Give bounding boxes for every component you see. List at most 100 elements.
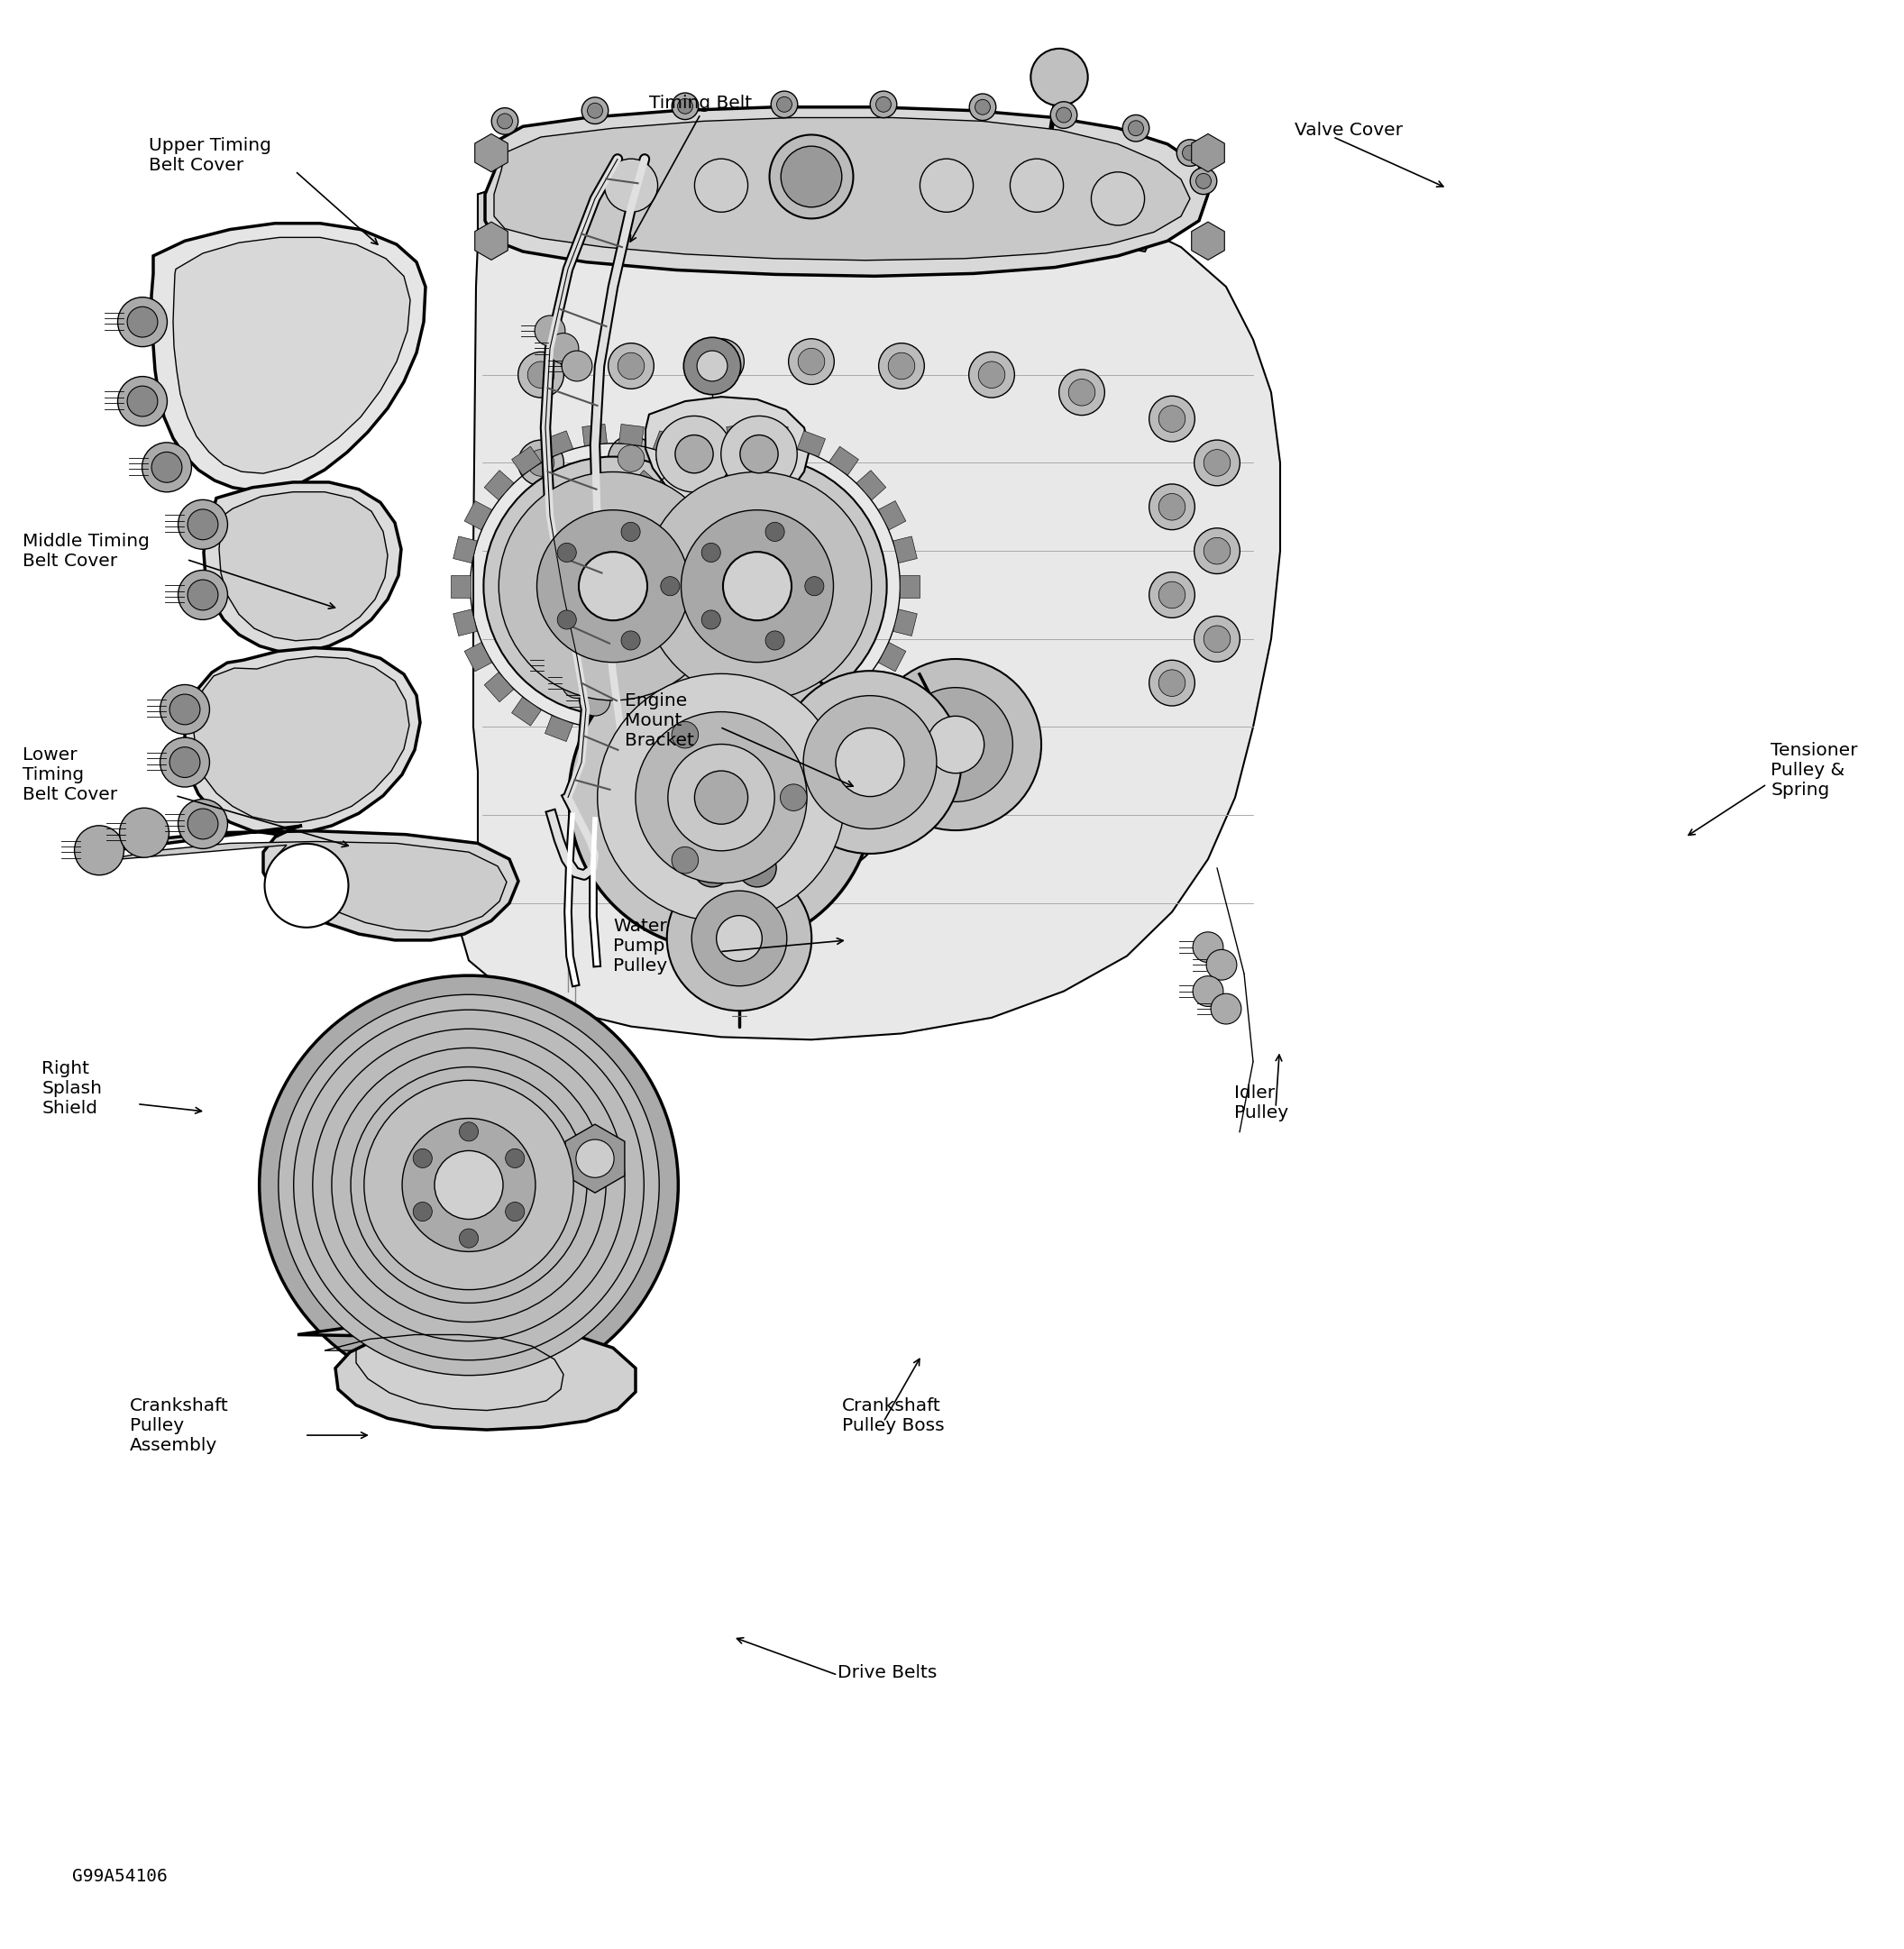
Circle shape	[558, 610, 577, 630]
Circle shape	[870, 92, 897, 117]
Circle shape	[160, 737, 209, 787]
Circle shape	[598, 674, 845, 922]
Circle shape	[731, 717, 891, 877]
Circle shape	[969, 353, 1015, 398]
Circle shape	[969, 94, 996, 121]
Text: Valve Cover: Valve Cover	[1295, 121, 1403, 138]
Circle shape	[527, 361, 554, 388]
Circle shape	[607, 518, 653, 565]
Circle shape	[644, 472, 872, 700]
Polygon shape	[727, 425, 752, 446]
Circle shape	[537, 511, 689, 663]
Circle shape	[1194, 528, 1240, 573]
Circle shape	[1150, 396, 1196, 442]
Circle shape	[558, 544, 577, 561]
Circle shape	[628, 456, 887, 715]
Circle shape	[1129, 121, 1144, 136]
Circle shape	[518, 616, 564, 663]
Polygon shape	[451, 575, 470, 598]
Polygon shape	[878, 643, 906, 672]
Circle shape	[152, 452, 183, 483]
Circle shape	[179, 799, 228, 848]
Circle shape	[169, 694, 200, 725]
Polygon shape	[194, 657, 409, 822]
Circle shape	[617, 444, 644, 472]
Circle shape	[607, 343, 653, 390]
Circle shape	[779, 670, 962, 854]
Circle shape	[777, 97, 792, 111]
Polygon shape	[99, 842, 506, 932]
Circle shape	[666, 770, 704, 807]
Text: Drive Belts: Drive Belts	[838, 1664, 937, 1680]
Text: Crankshaft
Pulley
Assembly: Crankshaft Pulley Assembly	[129, 1397, 228, 1454]
Circle shape	[527, 450, 554, 476]
Polygon shape	[689, 431, 718, 456]
Polygon shape	[152, 224, 425, 491]
Polygon shape	[798, 431, 824, 456]
Circle shape	[607, 437, 653, 481]
Circle shape	[803, 696, 937, 828]
Circle shape	[617, 528, 644, 555]
Polygon shape	[689, 715, 718, 741]
Polygon shape	[1192, 134, 1224, 172]
Circle shape	[927, 715, 984, 774]
Polygon shape	[545, 715, 573, 741]
Polygon shape	[828, 698, 859, 725]
Circle shape	[459, 1228, 478, 1247]
Circle shape	[527, 538, 554, 565]
Circle shape	[899, 688, 1013, 801]
Polygon shape	[653, 431, 682, 456]
Circle shape	[878, 343, 923, 390]
Circle shape	[569, 645, 874, 949]
Circle shape	[769, 134, 853, 218]
Polygon shape	[609, 643, 636, 672]
Circle shape	[1203, 538, 1230, 565]
Circle shape	[1068, 378, 1095, 405]
Circle shape	[640, 766, 678, 803]
Circle shape	[413, 1148, 432, 1167]
Polygon shape	[893, 536, 918, 563]
Circle shape	[402, 1119, 535, 1251]
Polygon shape	[748, 536, 773, 563]
Polygon shape	[297, 1321, 636, 1431]
Circle shape	[1192, 976, 1222, 1006]
Polygon shape	[901, 575, 920, 598]
Circle shape	[499, 472, 727, 700]
Circle shape	[459, 1123, 478, 1142]
Circle shape	[621, 522, 640, 542]
Text: Upper Timing
Belt Cover: Upper Timing Belt Cover	[149, 136, 270, 173]
Circle shape	[1123, 115, 1150, 142]
Circle shape	[1011, 158, 1064, 212]
Circle shape	[805, 577, 824, 596]
Polygon shape	[596, 575, 615, 598]
Polygon shape	[764, 727, 788, 748]
Circle shape	[179, 571, 228, 620]
Circle shape	[661, 577, 680, 596]
Text: Right
Splash
Shield: Right Splash Shield	[42, 1060, 103, 1117]
Circle shape	[1051, 101, 1078, 129]
Polygon shape	[727, 727, 752, 748]
Circle shape	[699, 339, 744, 384]
Circle shape	[666, 865, 811, 1012]
Circle shape	[758, 745, 864, 852]
Circle shape	[1190, 168, 1217, 195]
Circle shape	[798, 349, 824, 374]
Circle shape	[695, 158, 748, 212]
Polygon shape	[484, 672, 514, 702]
Polygon shape	[219, 491, 388, 641]
Polygon shape	[565, 1125, 625, 1193]
Polygon shape	[465, 501, 491, 530]
Circle shape	[548, 333, 579, 364]
Polygon shape	[735, 643, 762, 672]
Polygon shape	[598, 536, 621, 563]
Text: Middle Timing
Belt Cover: Middle Timing Belt Cover	[23, 532, 150, 569]
Polygon shape	[628, 470, 659, 501]
Polygon shape	[748, 610, 773, 635]
Polygon shape	[857, 470, 885, 501]
Circle shape	[771, 92, 798, 117]
Circle shape	[265, 844, 348, 928]
Circle shape	[1194, 440, 1240, 485]
Polygon shape	[756, 575, 775, 598]
Polygon shape	[712, 470, 743, 501]
Circle shape	[636, 711, 807, 883]
